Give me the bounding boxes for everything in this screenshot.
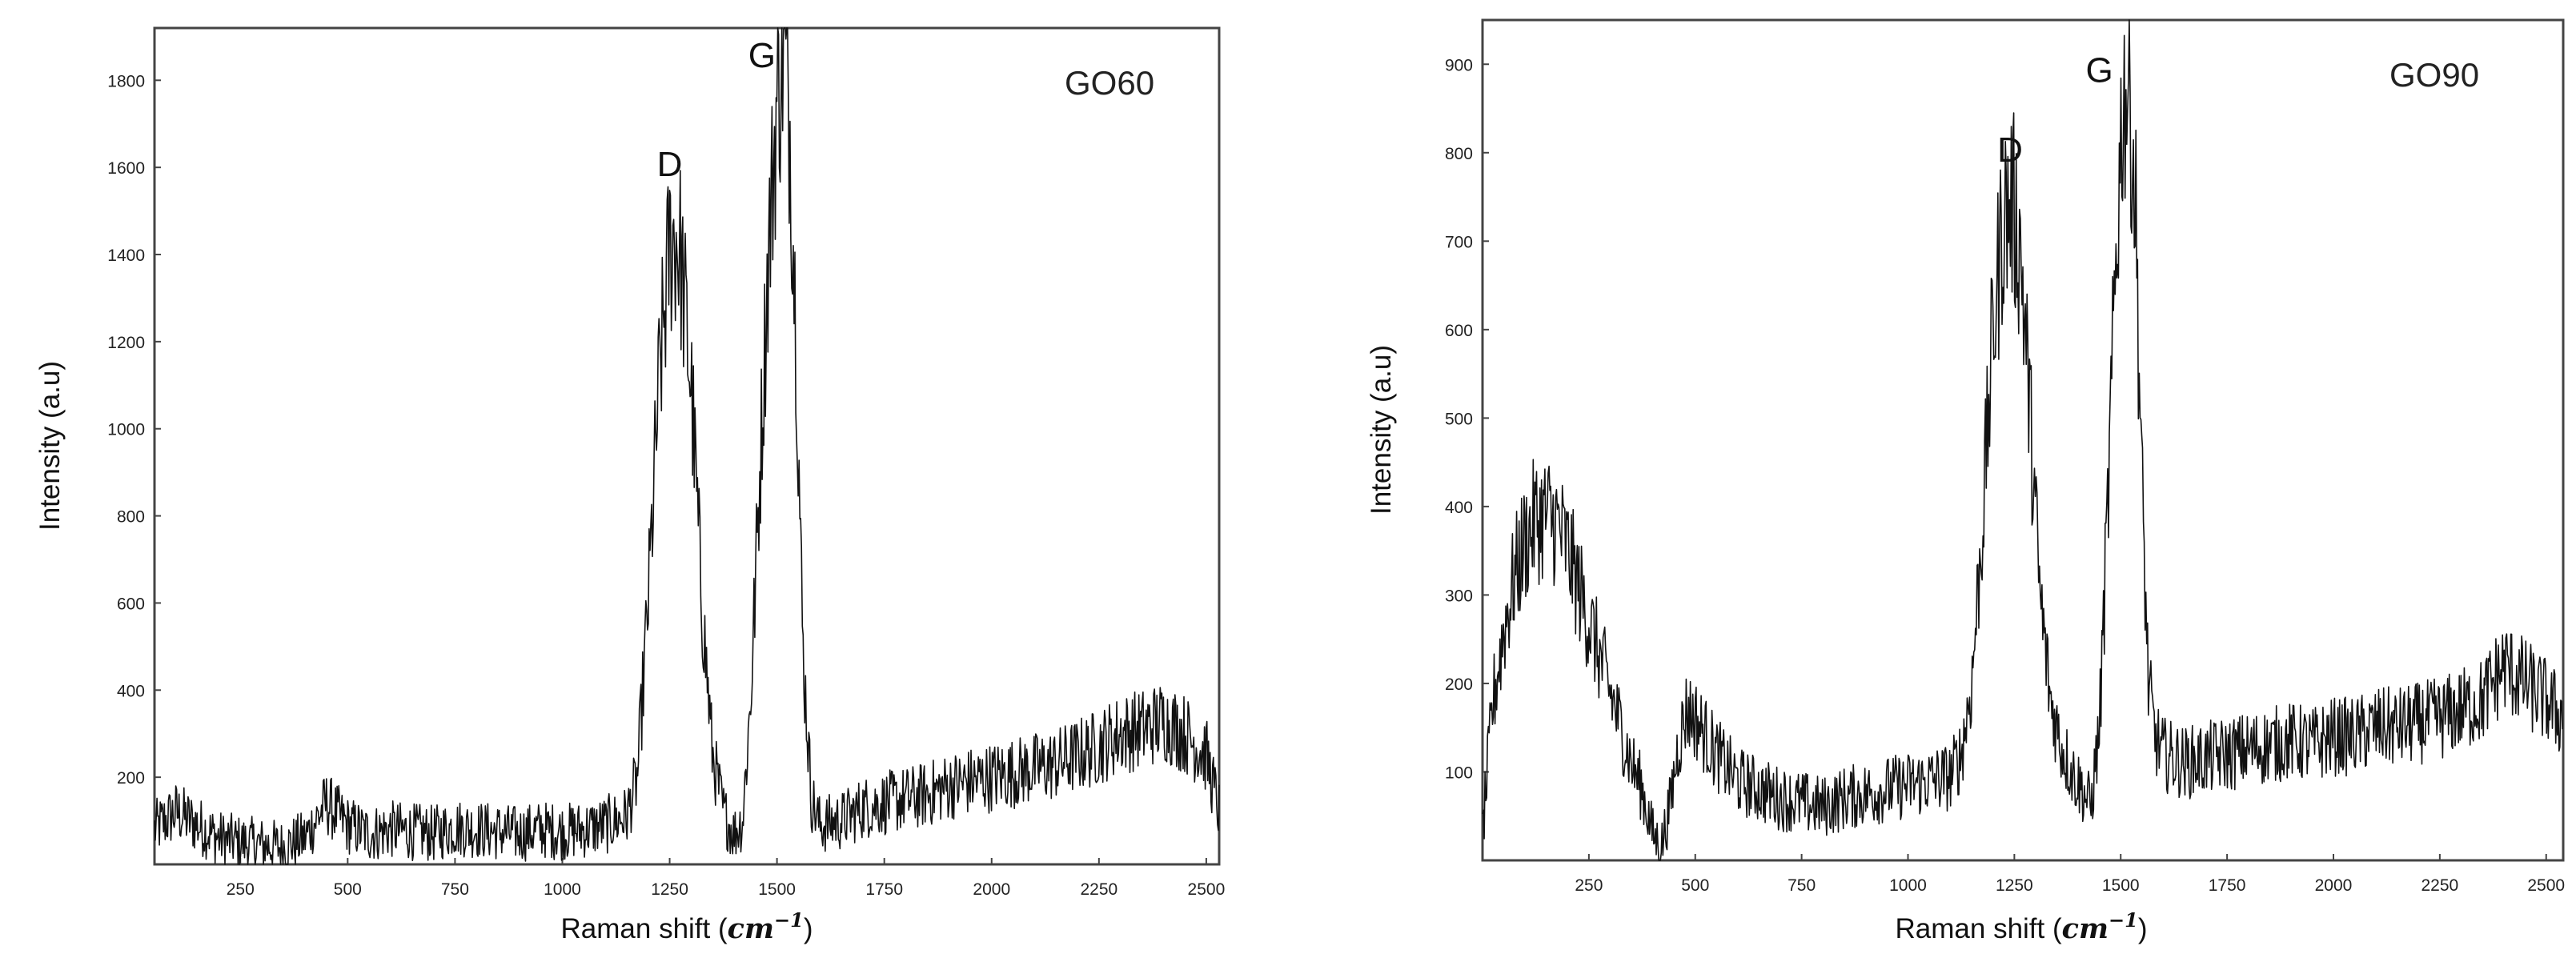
x-tick-label: 2250 — [2422, 876, 2459, 895]
x-tick-label: 500 — [334, 880, 362, 899]
y-tick-label: 700 — [1445, 233, 1473, 251]
peak-annotations-go90: DG — [1997, 50, 2113, 169]
x-tick-label: 1250 — [651, 880, 688, 899]
y-tick-label: 600 — [1445, 322, 1473, 340]
y-tick-label: 400 — [117, 682, 145, 700]
y-ticks-go90: 100 200 300 400 500 600 700 800 900 — [1445, 56, 1489, 782]
y-tick-label: 800 — [1445, 145, 1473, 163]
y-tick-label: 500 — [1445, 410, 1473, 428]
x-axis-label-text: Raman shift ( — [561, 913, 728, 944]
x-tick-label: 1000 — [1889, 876, 1927, 895]
x-axis-label-go60: Raman shift (cm−1) — [561, 908, 813, 945]
x-tick-label: 2250 — [1080, 880, 1117, 899]
peak-label-d: D — [657, 145, 683, 184]
x-axis-label-text: Raman shift ( — [1896, 913, 2062, 944]
x-tick-label: 1000 — [544, 880, 581, 899]
y-axis-label-go60: Intensity (a.u) — [34, 361, 66, 531]
x-tick-label: 2500 — [1188, 880, 1226, 899]
spectrum-series-go90 — [1482, 19, 2563, 861]
y-tick-label: 200 — [117, 769, 145, 788]
y-tick-label: 100 — [1445, 764, 1473, 782]
y-tick-label: 1400 — [107, 247, 145, 265]
y-axis-label-go90: Intensity (a.u) — [1366, 345, 1397, 515]
x-axis-unit: cm — [2062, 912, 2109, 945]
y-tick-label: 1000 — [107, 421, 145, 439]
x-axis-label-close: ) — [2138, 913, 2148, 944]
x-tick-label: 1750 — [865, 880, 903, 899]
peak-label-d: D — [1997, 130, 2023, 170]
peak-label-g: G — [2086, 50, 2113, 90]
x-tick-label: 250 — [227, 880, 255, 899]
plot-frame-go90 — [1481, 18, 2565, 862]
spectrum-series-go60 — [154, 27, 1220, 865]
y-tick-label: 900 — [1445, 56, 1473, 74]
plot-frame-go60 — [153, 26, 1221, 866]
x-tick-label: 250 — [1575, 876, 1603, 895]
y-tick-label: 1200 — [107, 334, 145, 352]
x-tick-label: 2500 — [2527, 876, 2565, 895]
x-ticks-go60: 250 500 750 1000 1250 1500 1750 2000 2250 2500 — [227, 858, 1226, 899]
sample-label-go90: GO90 — [2389, 56, 2479, 94]
x-axis-unit-exponent: −1 — [2109, 908, 2138, 932]
x-axis-label-go90: Raman shift (cm−1) — [1896, 908, 2148, 945]
x-tick-label: 2000 — [973, 880, 1010, 899]
x-axis-unit: cm — [728, 912, 774, 945]
x-tick-label: 750 — [1788, 876, 1816, 895]
peak-annotations-go60: DG — [657, 36, 776, 184]
x-axis-unit-exponent: −1 — [774, 908, 804, 932]
x-tick-label: 750 — [441, 880, 469, 899]
y-tick-label: 400 — [1445, 499, 1473, 517]
sample-label-go60: GO60 — [1065, 64, 1154, 102]
x-axis-label-close: ) — [804, 913, 813, 944]
y-tick-label: 1600 — [107, 159, 145, 178]
chart-go90: 100 200 300 400 500 600 700 800 900 250 500 750 100… — [1366, 18, 2565, 945]
x-tick-label: 500 — [1681, 876, 1709, 895]
x-tick-label: 1250 — [1996, 876, 2033, 895]
x-tick-label: 1500 — [758, 880, 796, 899]
spectrum-line — [154, 27, 1220, 865]
y-ticks-go60: 200 400 600 800 1000 1200 1400 1600 1800 — [107, 72, 161, 788]
x-tick-label: 1750 — [2209, 876, 2246, 895]
x-tick-label: 2000 — [2315, 876, 2353, 895]
peak-label-g: G — [748, 36, 776, 75]
y-tick-label: 200 — [1445, 675, 1473, 694]
y-tick-label: 600 — [117, 595, 145, 613]
y-tick-label: 300 — [1445, 587, 1473, 605]
y-tick-label: 800 — [117, 508, 145, 527]
x-ticks-go90: 250 500 750 1000 1250 1500 1750 2000 2250 2500 — [1575, 854, 2565, 895]
spectrum-line — [1482, 19, 2563, 861]
y-tick-label: 1800 — [107, 72, 145, 90]
x-tick-label: 1500 — [2102, 876, 2140, 895]
chart-go60: 200 400 600 800 1000 1200 1400 1600 1800 250 500 7… — [34, 26, 1226, 945]
